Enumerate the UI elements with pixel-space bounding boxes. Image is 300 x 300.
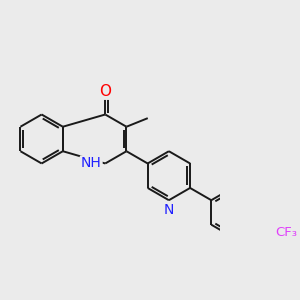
Text: NH: NH [81,157,102,170]
Text: CF₃: CF₃ [275,226,297,238]
Text: N: N [164,202,174,217]
Text: O: O [99,84,111,99]
